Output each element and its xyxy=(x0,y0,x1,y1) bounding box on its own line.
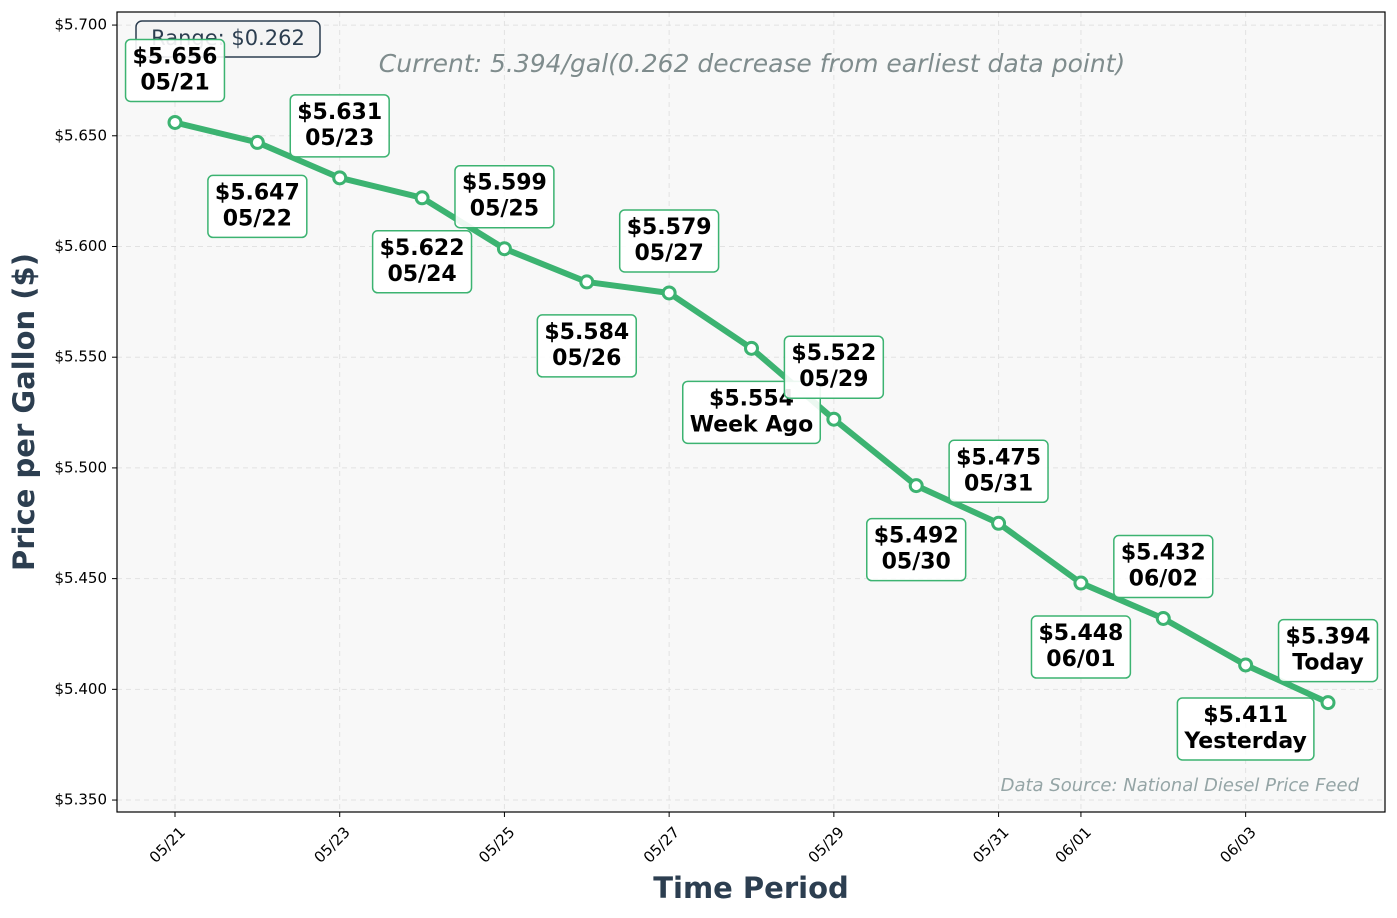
point-marker xyxy=(1238,657,1254,673)
point-marker xyxy=(414,190,430,206)
point-label: 06/02 xyxy=(1129,566,1198,591)
point-marker xyxy=(496,241,512,257)
point-label: 05/21 xyxy=(140,70,209,95)
label-box xyxy=(124,38,226,103)
point-label: 05/22 xyxy=(223,206,292,231)
point-label: 05/25 xyxy=(470,197,539,222)
y-tick-label: $5.450 xyxy=(55,569,108,587)
point-marker xyxy=(991,515,1007,531)
point-marker xyxy=(826,411,842,427)
point-marker xyxy=(249,134,265,150)
point-marker xyxy=(1155,610,1171,626)
y-tick-label: $5.650 xyxy=(55,126,108,144)
plot-frame xyxy=(116,11,1386,813)
label-box xyxy=(371,230,473,294)
value-label: $5.622 xyxy=(380,236,465,261)
y-axis-label: Price per Gallon ($) xyxy=(7,253,41,571)
x-axis-label: Time Period xyxy=(653,871,849,905)
point-label: 05/26 xyxy=(552,346,621,371)
label-box xyxy=(289,94,390,158)
value-label: $5.475 xyxy=(956,445,1041,470)
x-tick-label: 06/03 xyxy=(1216,823,1259,866)
value-label: $5.492 xyxy=(874,524,959,549)
label-box xyxy=(1277,618,1379,683)
label-box xyxy=(454,164,555,229)
label-box xyxy=(866,517,967,582)
x-tick-label: 05/27 xyxy=(640,823,683,866)
point-label: 05/29 xyxy=(799,367,868,392)
point-label: 05/24 xyxy=(387,262,456,287)
value-label: $5.448 xyxy=(1038,621,1123,646)
point-marker xyxy=(579,274,595,290)
chart-title: Current: 5.394/gal(0.262 decrease from e… xyxy=(379,49,1125,78)
label-box xyxy=(536,314,637,378)
value-label: $5.647 xyxy=(215,180,300,205)
point-marker xyxy=(661,285,677,301)
y-tick-label: $5.400 xyxy=(55,680,108,698)
x-tick-label: 05/23 xyxy=(310,823,353,866)
point-label: 05/30 xyxy=(882,550,951,575)
y-tick-label: $5.350 xyxy=(55,791,108,809)
value-label: $5.554 xyxy=(709,386,794,411)
value-label: $5.579 xyxy=(627,215,712,240)
source-annotation: Data Source: National Diesel Price Feed xyxy=(1001,775,1360,796)
marks xyxy=(167,114,1336,711)
label-box xyxy=(1113,534,1214,599)
y-tick-label: $5.700 xyxy=(55,16,108,34)
value-label: $5.656 xyxy=(133,44,218,69)
x-tick-label: 05/21 xyxy=(146,823,189,866)
point-marker xyxy=(332,170,348,186)
x-tick-label: 05/25 xyxy=(475,823,518,866)
point-label: Today xyxy=(1292,651,1363,676)
label-box xyxy=(948,439,1049,504)
value-label: $5.411 xyxy=(1203,703,1288,728)
label-box xyxy=(783,335,885,399)
point-label: 06/01 xyxy=(1046,647,1115,672)
point-marker xyxy=(1320,695,1336,711)
value-label: $5.599 xyxy=(462,171,547,196)
point-label: Week Ago xyxy=(690,412,814,437)
label-box xyxy=(618,209,720,273)
x-tick-label: 06/01 xyxy=(1052,823,1095,866)
value-label: $5.394 xyxy=(1286,625,1371,650)
value-label: $5.631 xyxy=(297,100,382,125)
x-tick-label: 05/31 xyxy=(969,823,1012,866)
x-tick-label: 05/29 xyxy=(805,823,848,866)
label-box xyxy=(1030,615,1132,679)
point-label: Yesterday xyxy=(1183,729,1306,754)
label-box xyxy=(207,174,308,239)
point-marker xyxy=(1073,575,1089,591)
value-label: $5.584 xyxy=(544,320,629,345)
y-tick-label: $5.550 xyxy=(55,348,108,366)
y-tick-label: $5.500 xyxy=(55,458,108,476)
value-label: $5.522 xyxy=(791,341,876,366)
y-tick-label: $5.600 xyxy=(55,237,108,255)
label-box xyxy=(1176,697,1315,761)
point-marker xyxy=(908,478,924,494)
point-label: 05/27 xyxy=(635,241,704,266)
point-label: 05/31 xyxy=(964,471,1033,496)
point-marker xyxy=(167,114,183,130)
point-marker xyxy=(744,340,759,356)
point-label: 05/23 xyxy=(305,126,374,151)
value-label: $5.432 xyxy=(1121,540,1206,565)
